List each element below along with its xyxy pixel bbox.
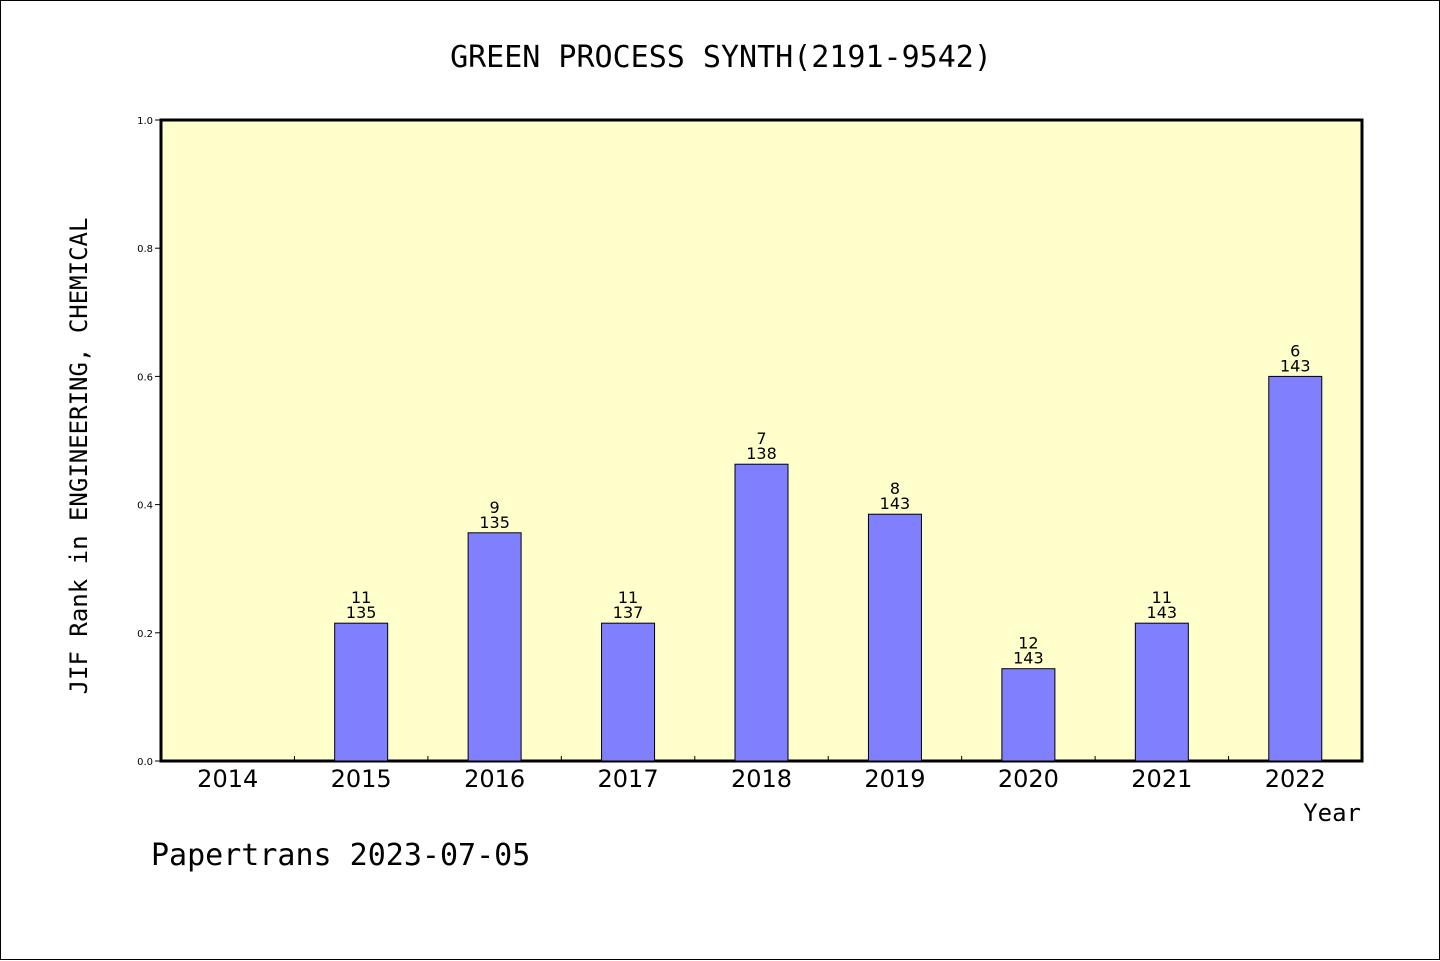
footer-text: Papertrans 2023-07-05 (151, 838, 530, 873)
bar-total-label: 143 (1147, 603, 1178, 622)
bar-2021 (1134, 622, 1189, 762)
y-tick-label: 0.6 (137, 372, 153, 383)
x-tick-label: 2017 (598, 765, 659, 793)
x-tick-label: 2019 (864, 765, 925, 793)
y-tick-label: 0.8 (137, 244, 153, 255)
x-tick-label: 2022 (1265, 765, 1326, 793)
bar-rank-label: 8 (890, 479, 900, 498)
y-tick-label: 1.0 (137, 116, 153, 127)
bar-2018 (734, 463, 789, 762)
bar-total-label: 143 (880, 494, 911, 513)
bar-rank-label: 12 (1018, 634, 1038, 653)
x-tick-label: 2018 (731, 765, 792, 793)
bar-total-label: 143 (1280, 356, 1311, 375)
bar-rank-label: 6 (1290, 341, 1300, 360)
bar-2017 (601, 622, 656, 762)
x-tick-label: 2020 (998, 765, 1059, 793)
y-axis-label: JIF Rank in ENGINEERING, CHEMICAL (65, 218, 93, 695)
y-tick-label: 0.4 (137, 501, 153, 512)
bar-rank-label: 11 (351, 588, 371, 607)
y-tick-label: 0.2 (137, 629, 153, 640)
bar-total-label: 143 (1013, 649, 1044, 668)
x-axis-label: Year (1303, 799, 1361, 827)
x-tick-label: 2014 (197, 765, 258, 793)
bar-2020 (1001, 668, 1056, 762)
y-tick-label: 0.0 (137, 757, 153, 768)
bar-rank-label: 11 (1152, 588, 1172, 607)
bar-rank-label: 7 (756, 429, 766, 448)
bar-2022 (1268, 375, 1323, 762)
bar-total-label: 135 (346, 603, 377, 622)
chart-title: GREEN PROCESS SYNTH(2191-9542) (450, 40, 992, 75)
bar-total-label: 138 (746, 444, 777, 463)
bar-rank-label: 11 (618, 588, 638, 607)
bar-total-label: 135 (479, 513, 510, 532)
bar-total-label: 137 (613, 603, 644, 622)
bar-rank-label: 9 (490, 498, 500, 517)
x-tick-label: 2015 (331, 765, 392, 793)
x-tick-label: 2016 (464, 765, 525, 793)
x-axis: 2014 2015 2016 2017 2018 2019 2020 2021 2022 (197, 756, 1326, 793)
bar-2015 (334, 622, 389, 762)
x-tick-label: 2021 (1131, 765, 1192, 793)
bar-2016 (467, 532, 522, 762)
y-axis: 0.0 0.2 0.4 0.6 0.8 1.0 (137, 116, 161, 768)
bar-2019 (867, 513, 922, 762)
